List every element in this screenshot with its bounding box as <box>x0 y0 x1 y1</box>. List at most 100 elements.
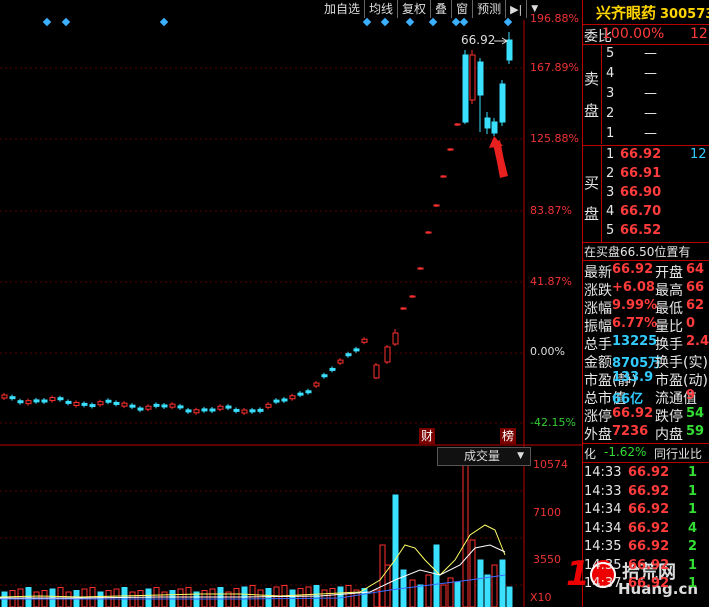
kline-chart[interactable] <box>0 0 582 607</box>
forecast-button[interactable]: 预测 <box>472 0 505 18</box>
quote-label: 涨跌 <box>584 283 612 299</box>
change-label: 化 <box>584 447 597 461</box>
watermark-logo: 10 拾荒网 Huang.cn <box>566 554 698 604</box>
buy-level-number: 1 <box>606 147 615 162</box>
volume-indicator-label: 成交量 <box>464 449 501 463</box>
event-diamond-icon <box>405 17 415 27</box>
candle-body <box>1 394 8 399</box>
candle-body <box>33 399 40 403</box>
sell-level-price: — <box>644 66 657 81</box>
quote-value: 8705万 <box>612 356 662 371</box>
volume-bar <box>177 588 184 607</box>
quote-label-2: 市盈(动) <box>655 373 708 389</box>
quote-label-2: 跌停 <box>655 409 683 425</box>
candle-body <box>484 117 491 129</box>
volume-bar <box>305 586 312 607</box>
tick-price: 66.92 <box>628 539 670 554</box>
tick-volume: 1 <box>688 502 698 517</box>
adjust-price-button[interactable]: 复权 <box>397 0 430 18</box>
red-arrow-icon <box>493 140 508 178</box>
quote-value: 13225 <box>612 334 658 349</box>
tick-time: 14:33 <box>584 465 622 480</box>
candle-body <box>425 231 432 234</box>
candle-body <box>313 382 320 387</box>
buy-level-number: 3 <box>606 185 615 200</box>
event-diamond-icon <box>380 17 390 27</box>
financial-report-marker[interactable]: 财 <box>419 428 435 444</box>
axis-label-5: 41.87% <box>530 275 572 288</box>
skip-to-end-icon[interactable]: ▶| <box>505 0 526 18</box>
candle-body <box>469 54 476 101</box>
stock-name: 兴齐眼药 <box>596 4 657 22</box>
window-button[interactable]: 窗 <box>451 0 472 18</box>
sell-level-price: — <box>644 106 657 121</box>
volume-ma10-line <box>0 544 506 599</box>
candle-body <box>506 39 513 61</box>
sell-level-number: 4 <box>606 66 615 81</box>
tick-volume: 1 <box>688 576 698 591</box>
quote-value: 7236 <box>612 424 649 439</box>
quote-label: 总市值 <box>584 391 626 407</box>
candle-body <box>193 409 200 414</box>
volume-bar <box>373 589 380 607</box>
quote-label-2: 开盘 <box>655 265 683 281</box>
volume-bar <box>469 539 476 607</box>
candle-body <box>361 338 368 343</box>
event-diamond-icon <box>503 17 513 27</box>
tick-volume: 1 <box>688 483 698 499</box>
quote-value-2: 9 <box>686 388 696 403</box>
volume-bar <box>409 579 416 607</box>
event-diamond-icon <box>159 17 169 27</box>
buy-level-number: 2 <box>606 166 615 181</box>
chevron-down-icon: ▼ <box>517 451 524 461</box>
tick-time: 14:34 <box>584 502 622 517</box>
tick-time: 14:35 <box>584 539 622 554</box>
tick-price: 66.92 <box>628 557 670 573</box>
quote-label: 外盘 <box>584 427 612 443</box>
volume-bar <box>145 588 152 607</box>
overlay-button[interactable]: 叠 <box>430 0 451 18</box>
weibi-extra: 12 <box>690 26 708 42</box>
add-favorite-button[interactable]: 加自选 <box>324 2 361 16</box>
candle-body <box>81 402 88 406</box>
sell-level-price: — <box>644 126 657 141</box>
candle-body <box>25 400 32 405</box>
tick-volume: 2 <box>688 539 698 554</box>
quote-value: 133.9 <box>612 370 654 385</box>
candle-body <box>289 395 296 400</box>
candle-body <box>201 408 208 412</box>
candle-body <box>440 175 447 178</box>
candle-body <box>217 405 224 410</box>
volume-bar <box>477 559 484 607</box>
candle-body <box>65 400 72 404</box>
candle-body <box>41 399 48 403</box>
tick-time: 14:33 <box>584 483 622 499</box>
volume-bar <box>337 586 344 607</box>
quote-label-2: 流通值 <box>655 391 697 407</box>
candle-body <box>177 405 184 409</box>
tick-price: 66.92 <box>628 520 670 536</box>
buy-level-volume: 12 <box>690 147 707 162</box>
candle-body <box>297 392 304 396</box>
ranking-marker[interactable]: 榜 <box>500 428 516 444</box>
tick-time: 14:35 <box>584 557 622 573</box>
moving-average-button[interactable]: 均线 <box>364 0 397 18</box>
candle-body <box>73 401 80 406</box>
candle-body <box>49 397 56 402</box>
quote-label: 市盈(静) <box>584 373 637 389</box>
candle-body <box>329 367 336 371</box>
event-diamond-icon <box>362 17 372 27</box>
chart-toolbar: 加自选 均线 复权 叠 窗 预测 ▶| ▼ <box>320 0 542 18</box>
quote-label: 总手 <box>584 337 612 353</box>
event-diamond-icon <box>428 17 438 27</box>
candle-body <box>113 401 120 405</box>
candlesticks <box>1 32 513 416</box>
buy-level-number: 5 <box>606 223 615 238</box>
weibi-value: 100.00% <box>602 26 665 42</box>
volume-bar <box>425 574 432 607</box>
candle-body <box>281 398 288 402</box>
candle-body <box>89 404 96 408</box>
dropdown-icon[interactable]: ▼ <box>526 0 542 18</box>
volume-bar <box>506 586 513 607</box>
volume-indicator-select[interactable]: 成交量 ▼ <box>437 447 531 466</box>
